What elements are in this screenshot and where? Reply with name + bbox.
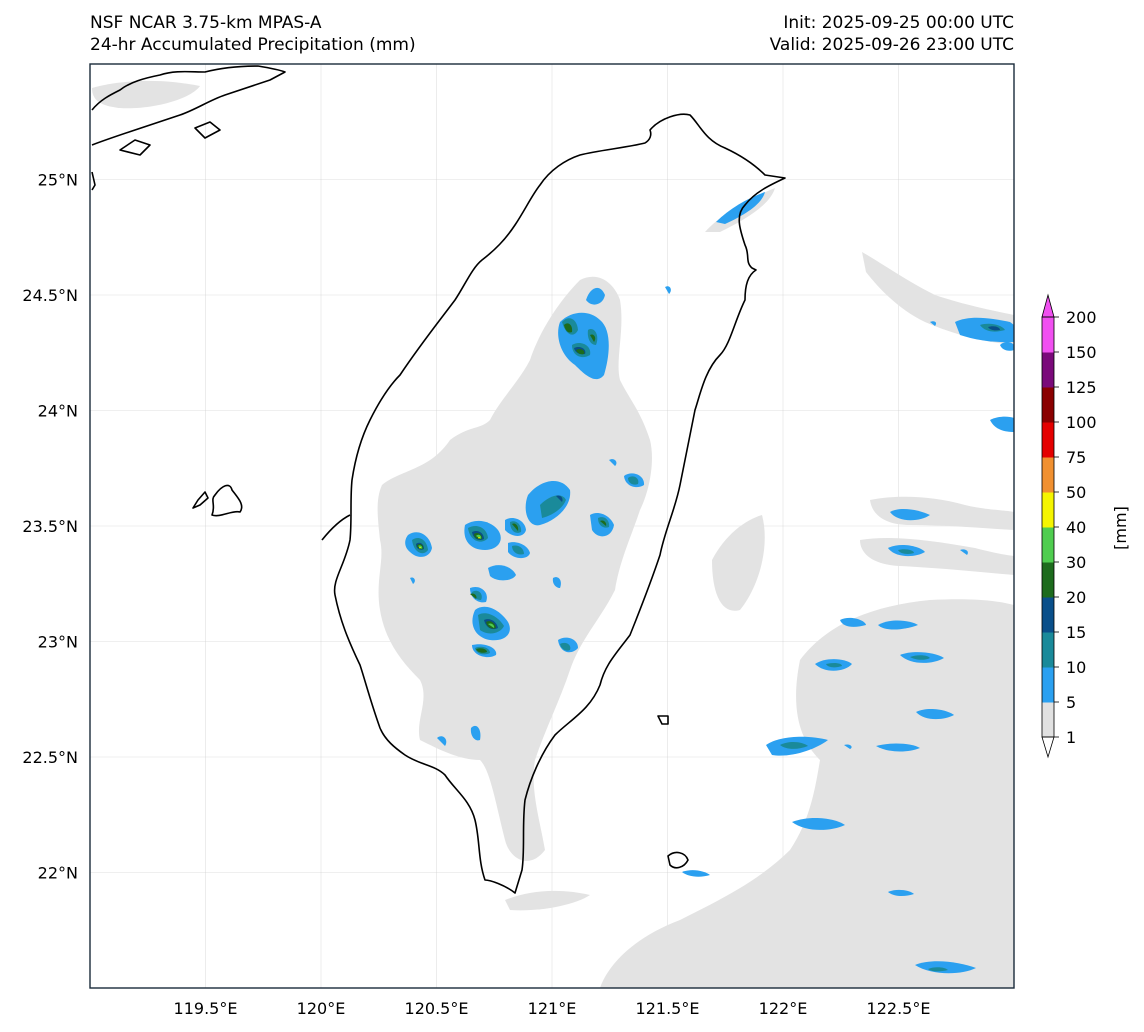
colorbar-swatch — [1042, 562, 1054, 598]
colorbar-extend-max — [1041, 293, 1055, 318]
map-frame — [89, 63, 1015, 989]
colorbar-tick-label: 30 — [1066, 553, 1086, 572]
taiwan-coastline — [333, 113, 786, 894]
colorbar-tick-label: 75 — [1066, 448, 1086, 467]
china-coast-island-2 — [194, 121, 221, 139]
colorbar-tick-label: 200 — [1066, 308, 1097, 327]
china-coast — [91, 65, 286, 146]
colorbar-tick-label: 15 — [1066, 623, 1086, 642]
lat-tick-label: 22°N — [38, 864, 78, 883]
latitude-labels: 25°N 24.5°N 24°N 23.5°N 23°N 22.5°N 22°N — [22, 171, 78, 883]
lon-tick-label: 122.5°E — [867, 999, 931, 1018]
precip-area-inland — [377, 276, 652, 861]
lat-tick-label: 25°N — [38, 171, 78, 190]
colorbar-tick-label: 125 — [1066, 378, 1097, 397]
lat-tick-label: 23°N — [38, 633, 78, 652]
colorbar-tick-label: 150 — [1066, 343, 1097, 362]
title-right: Init: 2025-09-25 00:00 UTC Valid: 2025-0… — [770, 12, 1014, 56]
colorbar-extend-min — [1041, 736, 1055, 759]
colorbar-tick-label: 10 — [1066, 658, 1086, 677]
colorbar-swatch — [1042, 632, 1054, 668]
lon-tick-label: 122°E — [759, 999, 808, 1018]
colorbar-swatch — [1042, 317, 1054, 353]
colorbar-tick-label: 50 — [1066, 483, 1086, 502]
china-coast-islands — [119, 139, 151, 156]
lat-tick-label: 23.5°N — [22, 517, 78, 536]
precip-area-southeast — [600, 599, 1014, 988]
valid-time: Valid: 2025-09-26 23:00 UTC — [769, 35, 1014, 55]
init-time: Init: 2025-09-25 00:00 UTC — [783, 13, 1014, 33]
colorbar-swatch — [1042, 352, 1054, 388]
china-coast-point — [91, 171, 96, 191]
colorbar-swatch — [1042, 422, 1054, 458]
green-island — [657, 715, 669, 725]
gridlines — [90, 64, 1014, 988]
lon-tick-label: 120°E — [297, 999, 346, 1018]
precip-area-east-3 — [712, 515, 765, 611]
colorbar-swatch — [1042, 702, 1054, 738]
longitude-labels: 119.5°E 120°E 120.5°E 121°E 121.5°E 122°E 122.… — [174, 999, 931, 1018]
coastlines — [91, 65, 786, 894]
lon-tick-label: 119.5°E — [174, 999, 238, 1018]
penghu-islands — [211, 484, 243, 517]
precip-area-east-1 — [870, 496, 1014, 530]
precip-40-50mm — [419, 537, 480, 549]
colorbar-swatch — [1042, 527, 1054, 563]
precip-area-nw — [92, 80, 200, 109]
colorbar-tick-label: 20 — [1066, 588, 1086, 607]
lat-tick-label: 24°N — [38, 402, 78, 421]
colorbar-tick-label: 1 — [1066, 728, 1076, 747]
colorbar-swatch — [1042, 492, 1054, 528]
colorbar-swatch — [1042, 597, 1054, 633]
colorbar-swatch — [1042, 457, 1054, 493]
colorbar-tick-label: 5 — [1066, 693, 1076, 712]
colorbar-unit-label: [mm] — [1111, 506, 1130, 550]
lon-tick-label: 121°E — [528, 999, 577, 1018]
precip-area-south — [505, 890, 590, 911]
model-title: NSF NCAR 3.75-km MPAS-A — [90, 13, 322, 33]
lon-tick-label: 120.5°E — [405, 999, 469, 1018]
lon-tick-label: 121.5°E — [636, 999, 700, 1018]
colorbar-tick-label: 100 — [1066, 413, 1097, 432]
field-title: 24-hr Accumulated Precipitation (mm) — [90, 35, 416, 55]
penghu-islands-2 — [192, 491, 209, 509]
west-coast-fragment — [321, 514, 351, 541]
colorbar-swatch — [1042, 387, 1054, 423]
lat-tick-label: 22.5°N — [22, 748, 78, 767]
colorbar-swatch — [1042, 667, 1054, 703]
orchid-island — [667, 851, 689, 869]
colorbar-tick-label: 40 — [1066, 518, 1086, 537]
title-left: NSF NCAR 3.75-km MPAS-A 24-hr Accumulate… — [90, 12, 416, 56]
lat-tick-label: 24.5°N — [22, 286, 78, 305]
